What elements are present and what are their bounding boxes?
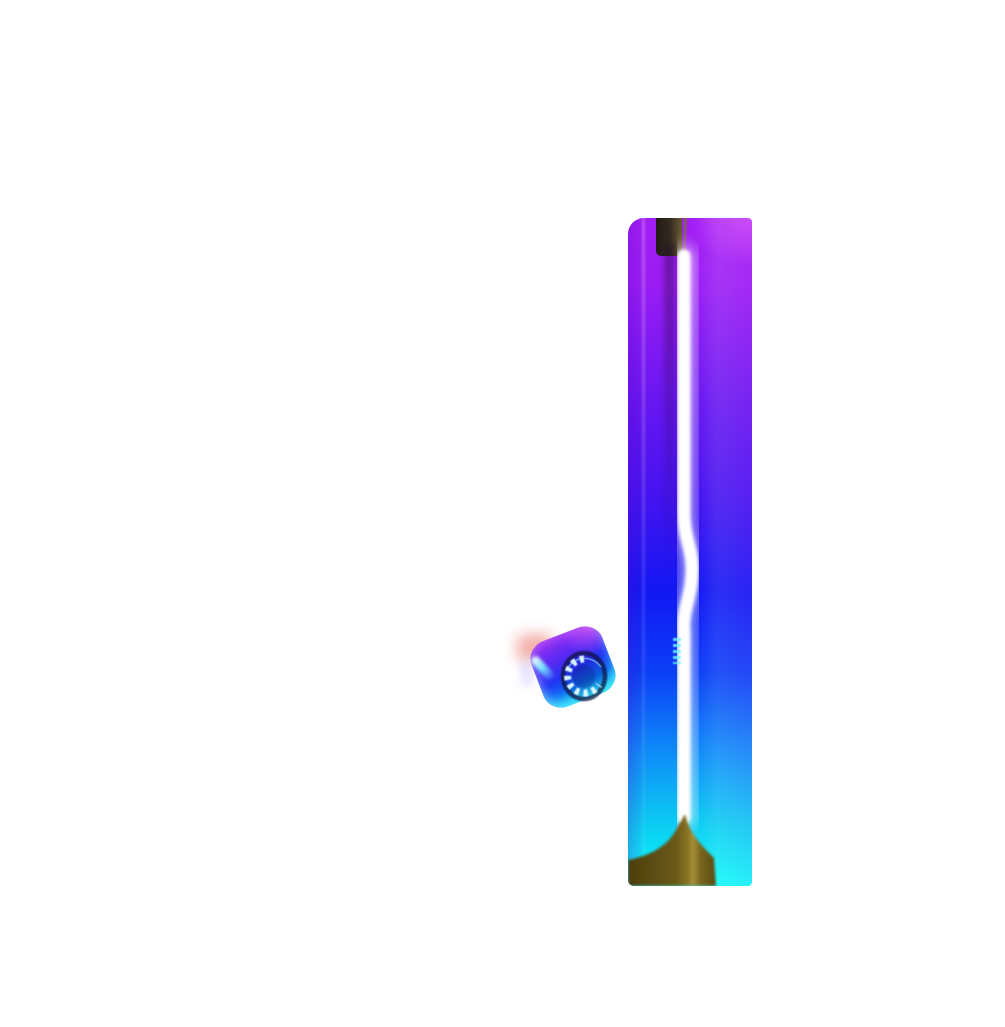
lavender-wisp [522, 660, 532, 686]
gear-teeth [564, 655, 602, 697]
tube-core [677, 249, 699, 825]
gear-hub [572, 664, 596, 688]
base-mound [628, 814, 716, 886]
lamp-brass-base [628, 814, 716, 886]
settings-app-icon[interactable] [515, 620, 622, 714]
glow-band-highlight [642, 218, 645, 886]
tube-shadow-streak [664, 244, 675, 574]
neon-tube-lamp [628, 218, 752, 886]
gear-icon [560, 650, 608, 702]
glowing-tube [671, 244, 705, 830]
tube-reflection-ticks [673, 638, 681, 664]
